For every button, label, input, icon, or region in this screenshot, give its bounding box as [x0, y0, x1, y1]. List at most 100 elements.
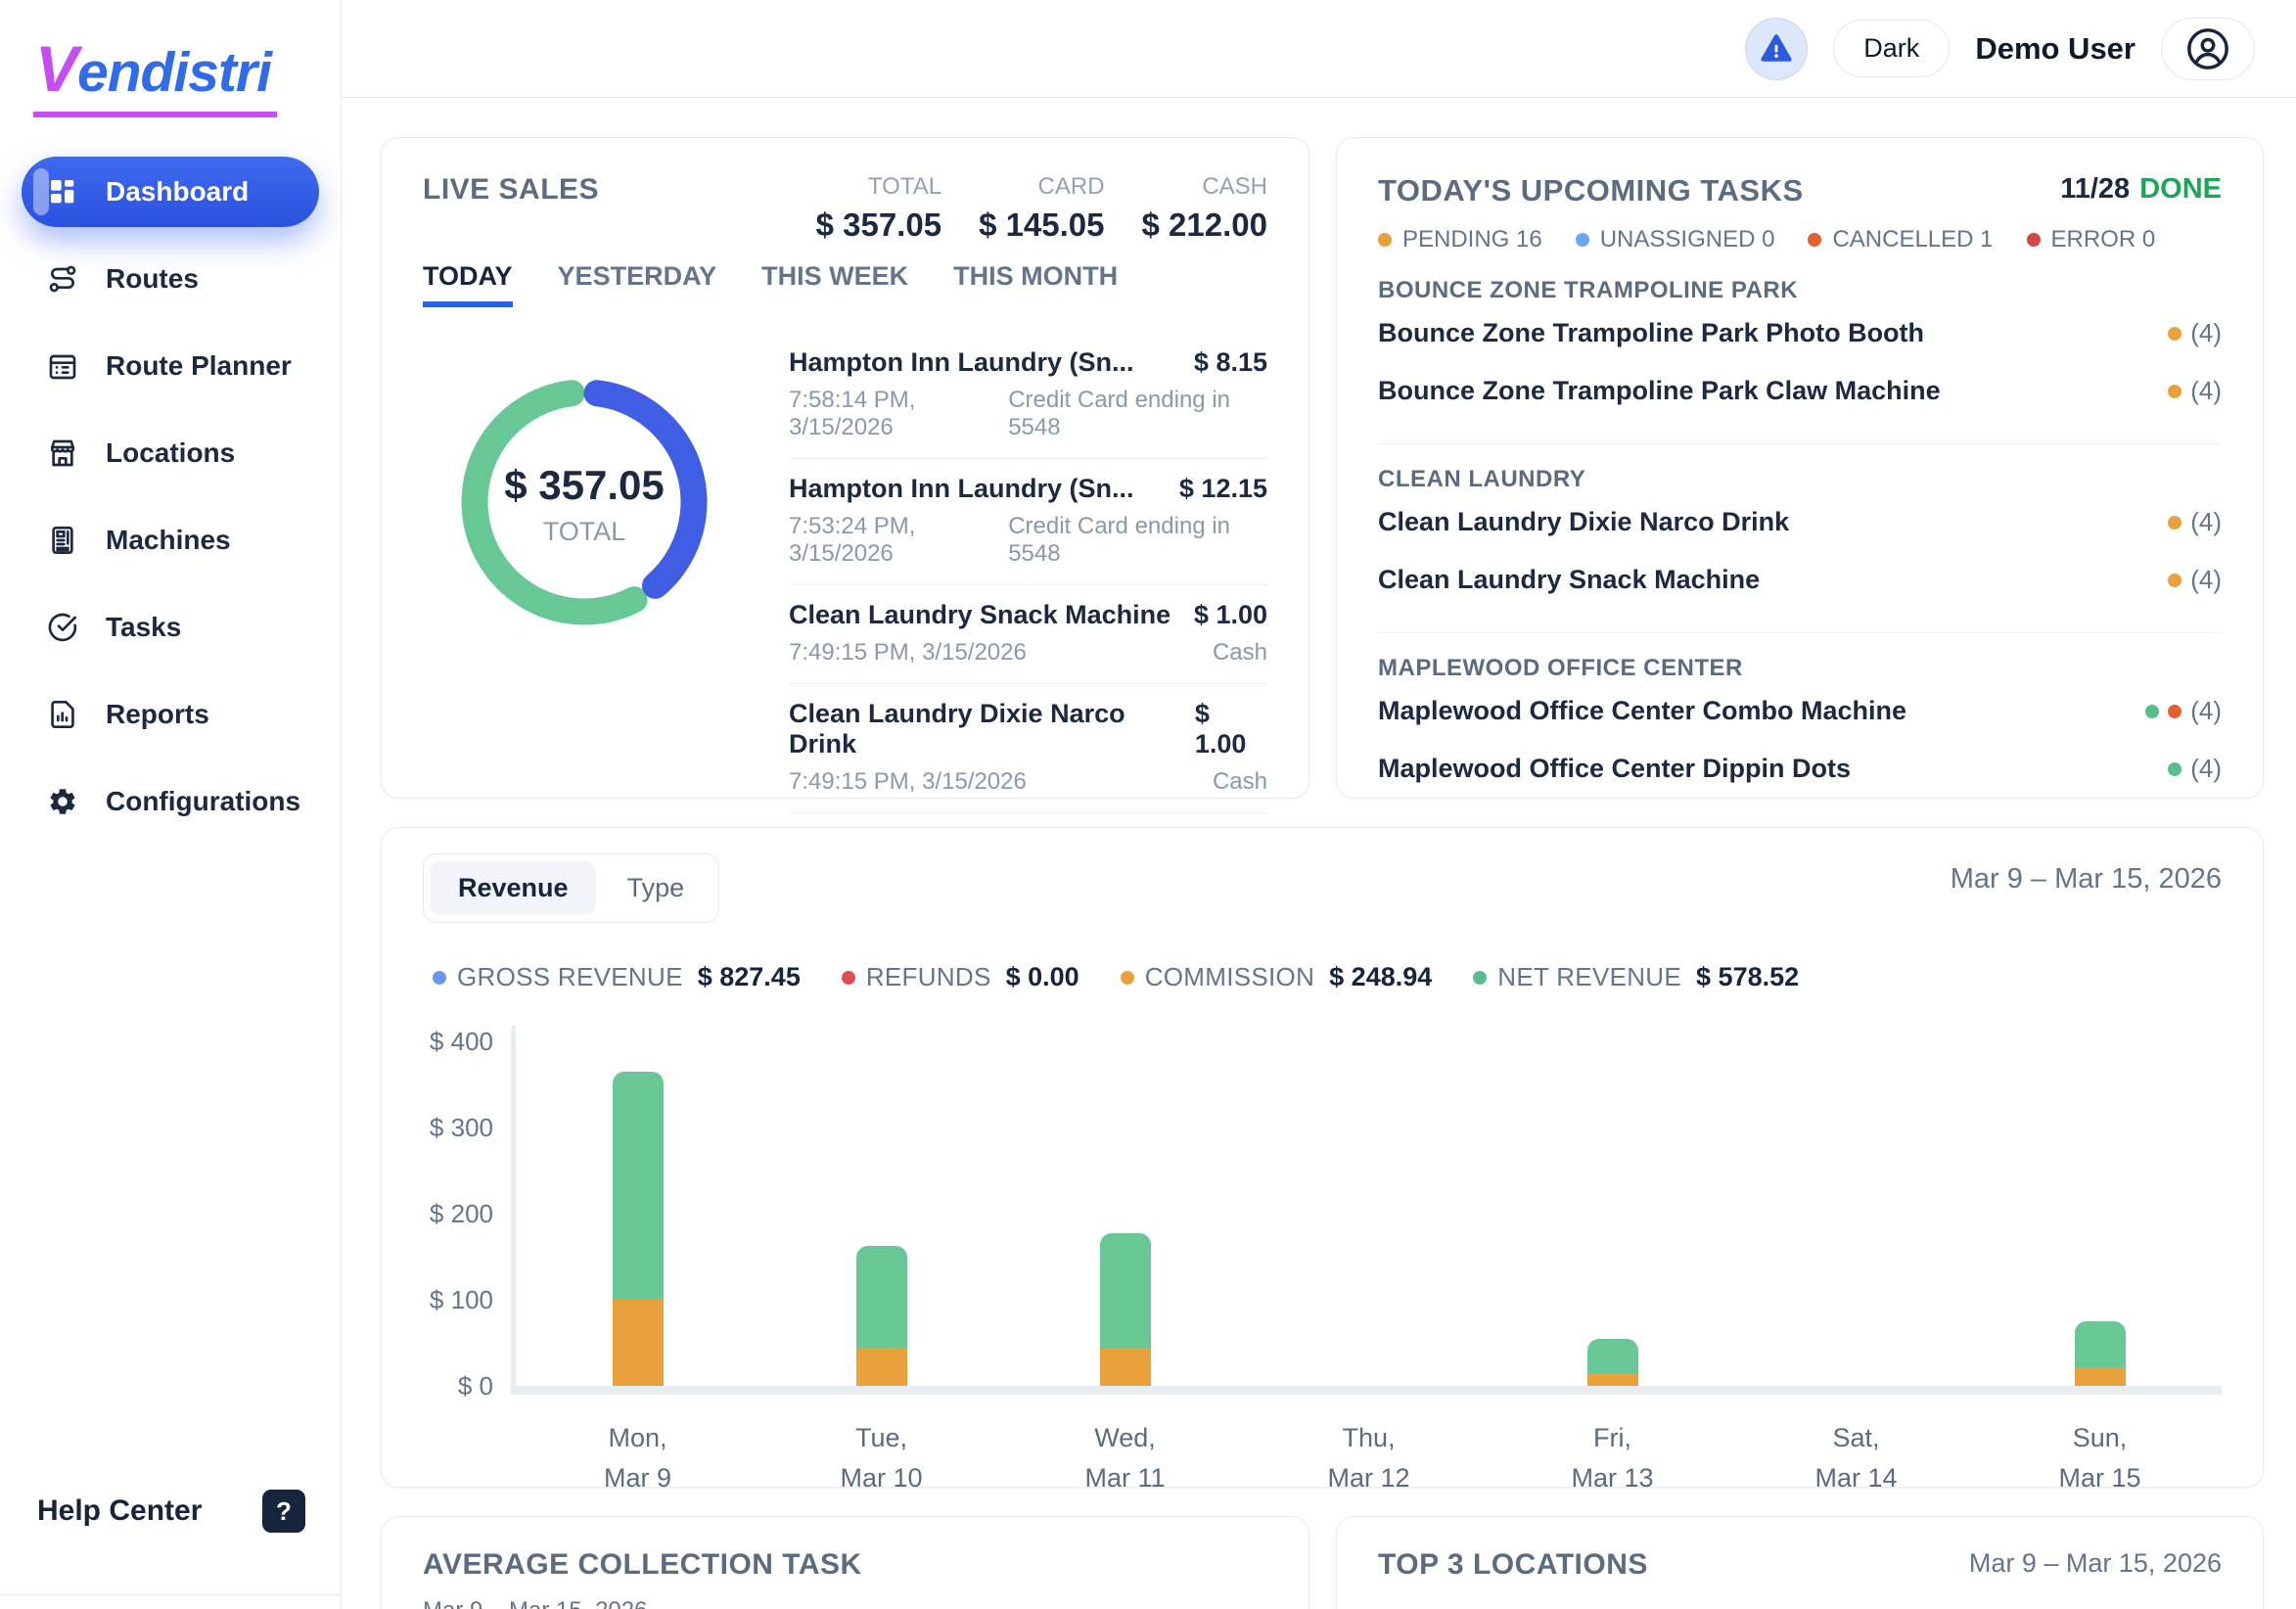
legend-dot	[1473, 970, 1488, 985]
route-planner-icon	[47, 350, 78, 382]
transaction-amount: $ 1.00	[1194, 699, 1247, 759]
help-center-link[interactable]: Help Center ?	[22, 1490, 319, 1533]
revenue-chart-card: Revenue Type Mar 9 – Mar 15, 2026 GROSS R…	[381, 827, 2264, 1493]
sidebar-item-machines[interactable]: Machines	[22, 505, 319, 575]
x-axis-label-day: Sun,	[2072, 1423, 2128, 1452]
transaction-row[interactable]: Clean Laundry Snack Machine $ 1.00 7:49:15…	[789, 584, 1267, 683]
task-row[interactable]: Clean Laundry Dixie Narco Drink (4)	[1378, 493, 2222, 551]
alerts-button[interactable]	[1745, 17, 1809, 80]
sidebar-item-routes[interactable]: Routes	[22, 244, 319, 314]
tasks-legend-label: UNASSIGNED 0	[1599, 226, 1775, 253]
toggle-type[interactable]: Type	[626, 873, 685, 902]
tasks-icon	[48, 613, 77, 642]
task-group: CLEAN LAUNDRY Clean Laundry Dixie Narco D…	[1378, 443, 2222, 609]
task-row[interactable]: Bounce Zone Trampoline Park Claw Machine…	[1378, 362, 2222, 420]
tasks-groups: BOUNCE ZONE TRAMPOLINE PARK Bounce Zone T…	[1378, 277, 2222, 799]
sidebar-item-route-planner[interactable]: Route Planner	[22, 331, 319, 401]
user-name: Demo User	[1975, 30, 2135, 66]
tasks-legend-label: PENDING 16	[1402, 226, 1542, 253]
task-row[interactable]: Maplewood Office Center Coffee Machine(4…	[1378, 798, 2222, 799]
status-dot	[2168, 704, 2182, 718]
bar-net-revenue-segment	[855, 1246, 907, 1349]
profile-menu-button[interactable]	[2161, 17, 2255, 80]
transaction-method: Cash	[1212, 768, 1267, 795]
tasks-icon	[47, 612, 78, 643]
status-dot	[2168, 515, 2182, 529]
bar-net-revenue-segment	[1586, 1338, 1638, 1373]
x-axis-label-day: Sat,	[1832, 1423, 1880, 1452]
configurations-icon	[47, 786, 78, 817]
x-axis-label: Thu, Mar 12	[1247, 1418, 1491, 1497]
sidebar-divider	[0, 1594, 341, 1595]
x-axis-label-date: Mar 11	[1084, 1462, 1166, 1493]
transaction-row-top: Clean Laundry Dixie Narco Drink $ 1.00	[789, 699, 1267, 759]
revenue-legend-value: $ 248.94	[1329, 962, 1433, 991]
x-axis-label: Sat, Mar 14	[1734, 1418, 1978, 1497]
tab-yesterday[interactable]: YESTERDAY	[557, 261, 717, 291]
sales-donut-chart: $ 357.05 TOTAL	[423, 341, 746, 668]
x-axis-label-day: Tue,	[854, 1423, 908, 1452]
chart-bar-slot	[1978, 1026, 2222, 1386]
brand-logo[interactable]: Vendistri	[33, 31, 277, 117]
tasks-legend-item: PENDING 16	[1378, 226, 1542, 253]
top-locations-header: TOP 3 LOCATIONS Mar 9 – Mar 15, 2026	[1378, 1548, 2222, 1582]
help-icon[interactable]: ?	[262, 1490, 305, 1533]
revenue-legend-label: GROSS REVENUE	[457, 962, 683, 991]
transaction-time: 7:49:15 PM, 3/15/2026	[789, 768, 1027, 795]
transaction-row[interactable]: Hampton Inn Laundry (Sn... $ 8.15 7:58:14 …	[789, 333, 1267, 458]
donut-total-value: $ 357.05	[504, 462, 665, 508]
live-sales-totals: TOTAL $ 357.05 CARD $ 145.05 CASH $ 212.00	[816, 173, 1267, 244]
task-row[interactable]: Clean Laundry Snack Machine (4)	[1378, 551, 2222, 609]
revenue-legend: GROSS REVENUE $ 827.45 REFUNDS $ 0.00 COMMIS…	[433, 962, 2222, 992]
live-sales-body: $ 357.05 TOTAL Hampton Inn Laundry (Sn..…	[423, 333, 1267, 942]
status-dot	[2168, 326, 2182, 341]
task-count: (4)	[2190, 565, 2222, 594]
transaction-amount: $ 8.15	[1193, 347, 1267, 377]
task-group: BOUNCE ZONE TRAMPOLINE PARK Bounce Zone T…	[1378, 277, 2222, 420]
donut-cash-segment	[461, 379, 708, 625]
sidebar-item-reports[interactable]: Reports	[22, 679, 319, 750]
routes-icon	[47, 263, 78, 295]
task-row[interactable]: Maplewood Office Center Combo Machine (4)	[1378, 682, 2222, 740]
task-row[interactable]: Bounce Zone Trampoline Park Photo Booth (…	[1378, 304, 2222, 362]
alert-triangle-icon	[1761, 33, 1792, 62]
live-sales-card: LIVE SALES TOTAL $ 357.05 CARD $ 145.05 CASH…	[381, 137, 1309, 1011]
task-count: (4)	[2190, 376, 2222, 405]
chart-y-axis: $ 400 $ 300 $ 200 $ 100 $ 0	[423, 1026, 511, 1401]
chart-bar-slot	[1734, 1026, 1978, 1386]
live-sales-title: LIVE SALES	[423, 173, 600, 206]
sidebar-item-tasks[interactable]: Tasks	[22, 592, 319, 663]
routes-icon	[49, 265, 76, 293]
revenue-legend-item: COMMISSION $ 248.94	[1120, 962, 1433, 992]
x-axis-label: Tue, Mar 10	[759, 1418, 1003, 1497]
done-count: 11/28	[2060, 173, 2131, 205]
bar-commission-segment	[1099, 1349, 1151, 1386]
revenue-bar-chart: $ 400 $ 300 $ 200 $ 100 $ 0	[423, 1026, 2222, 1401]
tab-this-week[interactable]: THIS WEEK	[761, 261, 909, 291]
sidebar-item-configurations[interactable]: Configurations	[22, 766, 319, 837]
chart-x-axis: Mon, Mar 9 Tue, Mar 10 Wed, Mar 11 Thu, Mar 12 F…	[516, 1418, 2222, 1497]
theme-toggle-button[interactable]: Dark	[1833, 20, 1951, 77]
task-row[interactable]: Maplewood Office Center Dippin Dots (4)	[1378, 740, 2222, 798]
chart-bar-slot	[516, 1026, 759, 1386]
tab-this-month[interactable]: THIS MONTH	[953, 261, 1119, 291]
toggle-revenue[interactable]: Revenue	[431, 861, 596, 915]
bar-commission-segment	[2074, 1366, 2126, 1386]
transaction-name: Hampton Inn Laundry (Sn...	[789, 474, 1134, 503]
status-dot	[2168, 761, 2182, 776]
sidebar-item-dashboard[interactable]: Dashboard	[22, 157, 319, 227]
x-axis-label-date: Mar 15	[2058, 1462, 2141, 1493]
transaction-row[interactable]: Clean Laundry Dixie Narco Drink $ 1.00 7:4…	[789, 683, 1267, 812]
tasks-legend-label: CANCELLED 1	[1832, 226, 1994, 253]
legend-dot	[1120, 970, 1134, 985]
transaction-row[interactable]: Hampton Inn Laundry (Sn... $ 12.15 7:53:24…	[789, 458, 1267, 584]
sidebar-item-locations[interactable]: Locations	[22, 418, 319, 488]
y-axis-tick: $ 100	[429, 1285, 493, 1314]
tasks-header: TODAY'S UPCOMING TASKS 11/28 DONE	[1378, 173, 2222, 208]
sidebar-item-label: Reports	[106, 699, 209, 729]
transaction-time: 7:53:24 PM, 3/15/2026	[789, 513, 916, 567]
task-count: (4)	[2190, 754, 2222, 783]
x-axis-label-day: Mon,	[608, 1423, 667, 1452]
transaction-time: 7:49:15 PM, 3/15/2026	[789, 639, 1027, 666]
tab-today[interactable]: TODAY	[423, 261, 513, 307]
